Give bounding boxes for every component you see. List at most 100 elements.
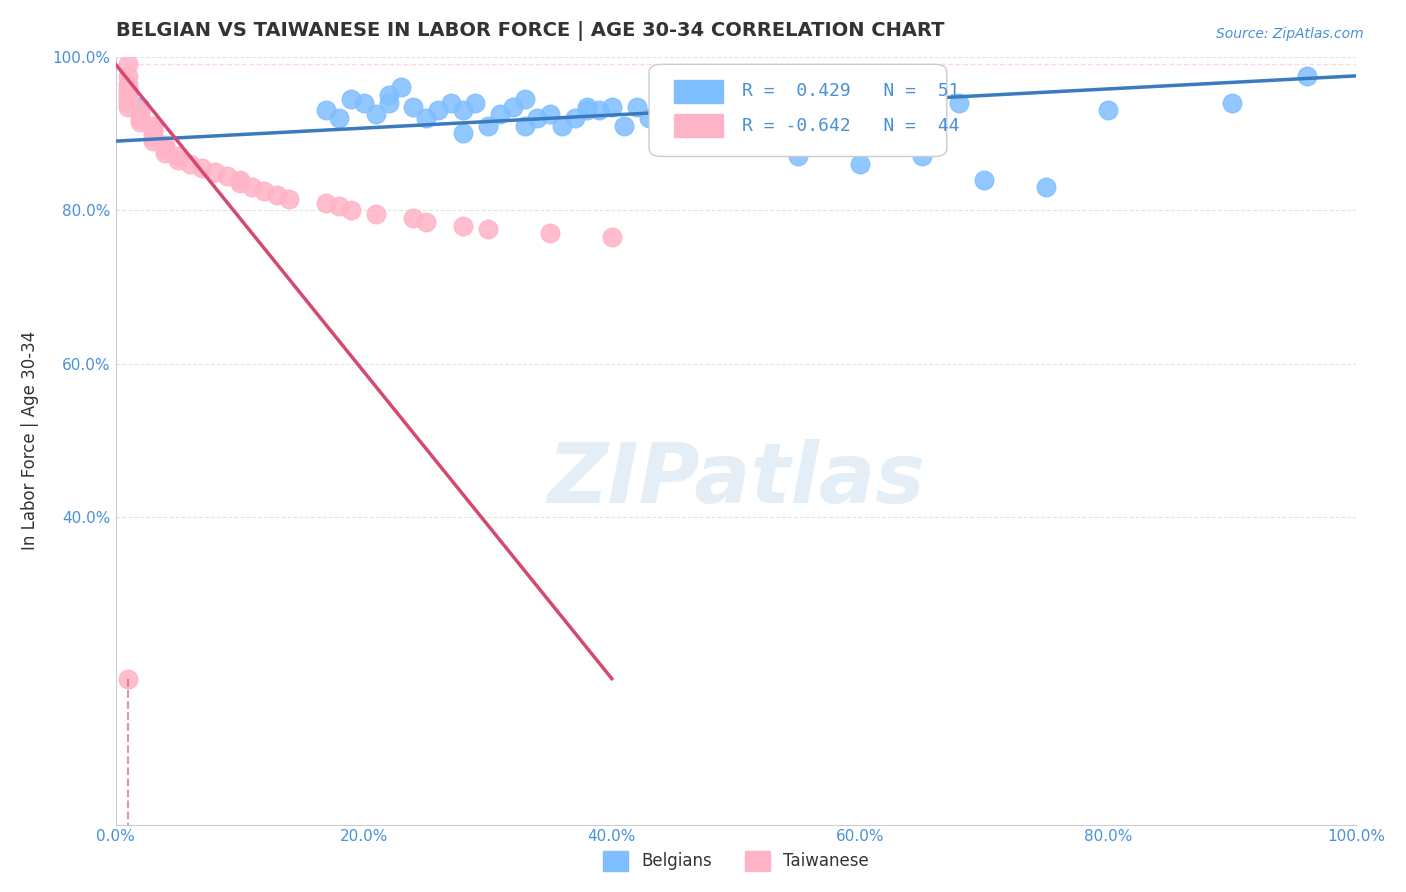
Point [117,88,139,103]
Point [513,119,536,133]
Point [315,195,337,210]
Point [228,177,250,191]
Point [129,103,152,118]
Point [415,215,437,229]
Point [439,95,461,110]
Point [377,95,399,110]
Point [526,111,548,125]
Point [402,99,425,113]
Point [576,99,599,113]
Point [427,103,450,118]
Point [576,103,599,118]
Point [551,119,574,133]
Point [538,107,561,121]
Point [502,99,524,113]
Point [948,95,970,110]
Point [464,95,486,110]
Point [191,161,214,175]
Point [328,199,350,213]
Text: R =  0.429   N =  51: R = 0.429 N = 51 [742,82,959,100]
Point [489,107,512,121]
Point [724,103,747,118]
Point [1220,95,1243,110]
Point [513,92,536,106]
Point [886,88,908,103]
Text: BELGIAN VS TAIWANESE IN LABOR FORCE | AGE 30-34 CORRELATION CHART: BELGIAN VS TAIWANESE IN LABOR FORCE | AG… [115,21,943,41]
Point [142,122,165,136]
Point [564,111,586,125]
Point [911,149,934,163]
Point [366,107,388,121]
Point [117,57,139,71]
Text: R = -0.642   N =  44: R = -0.642 N = 44 [742,117,959,135]
Point [166,153,188,168]
Point [240,180,263,194]
Point [129,99,152,113]
Point [626,99,648,113]
Point [117,99,139,113]
Point [142,134,165,148]
Point [117,672,139,686]
Point [266,187,288,202]
Legend: Belgians, Taiwanese: Belgians, Taiwanese [596,844,876,878]
Point [849,157,872,171]
Y-axis label: In Labor Force | Age 30-34: In Labor Force | Age 30-34 [21,331,39,550]
Point [142,127,165,141]
Point [278,192,301,206]
Point [204,165,226,179]
Point [662,95,685,110]
Point [737,95,759,110]
Point [117,95,139,110]
Point [973,172,995,186]
Point [1097,103,1119,118]
Point [155,142,177,156]
Point [315,103,337,118]
Point [675,103,697,118]
Point [366,207,388,221]
Point [179,157,201,171]
FancyBboxPatch shape [650,64,946,156]
Point [786,149,808,163]
Point [228,172,250,186]
Point [650,103,672,118]
Point [353,95,375,110]
Point [451,219,474,233]
Point [613,119,636,133]
Point [117,77,139,91]
Point [402,211,425,225]
Bar [673,114,724,137]
Point [600,230,623,244]
Point [451,103,474,118]
Point [129,115,152,129]
Point [117,92,139,106]
Point [129,107,152,121]
Point [340,92,363,106]
Text: ZIPatlas: ZIPatlas [547,439,925,519]
Point [117,80,139,95]
Point [538,227,561,241]
Point [377,88,399,103]
Point [142,130,165,145]
Point [1295,69,1317,83]
Point [451,127,474,141]
Point [762,111,785,125]
Point [217,169,239,183]
Point [477,119,499,133]
Point [129,111,152,125]
Point [117,69,139,83]
Point [688,92,710,106]
Point [155,145,177,160]
Point [638,111,661,125]
Text: Source: ZipAtlas.com: Source: ZipAtlas.com [1216,27,1364,41]
Bar [673,79,724,103]
Point [415,111,437,125]
Point [749,103,772,118]
Point [600,99,623,113]
Point [155,138,177,153]
Point [142,119,165,133]
Point [166,149,188,163]
Point [340,203,363,218]
Point [117,84,139,98]
Point [477,222,499,236]
Point [328,111,350,125]
